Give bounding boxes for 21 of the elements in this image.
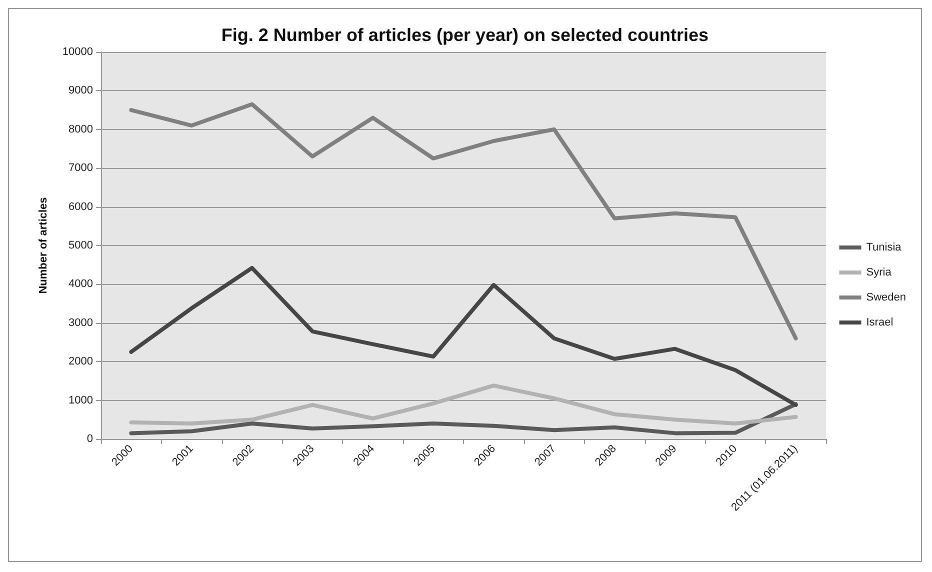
line-series [129, 102, 798, 340]
y-tick-label: 9000 [68, 84, 93, 97]
y-tick-label: 5000 [68, 240, 93, 252]
line-series [129, 384, 798, 426]
chart-title: Fig. 2 Number of articles (per year) on selected countries [221, 25, 709, 45]
line-series [129, 402, 798, 436]
y-tick-label: 2000 [68, 356, 93, 368]
y-tick-label: 8000 [68, 123, 93, 136]
y-tick-label: 3000 [68, 316, 93, 329]
y-tick-label: 7000 [68, 162, 93, 174]
legend-label: Sweden [866, 292, 906, 304]
y-tick-label: 6000 [68, 200, 93, 213]
y-tick-label: 4000 [68, 278, 93, 290]
y-tick-label: 1000 [68, 394, 93, 406]
line-series [129, 266, 798, 407]
legend-label: Syria [866, 266, 892, 278]
legend-label: Tunisia [866, 242, 902, 254]
y-tick-label: 0 [86, 433, 93, 445]
legend-label: Israel [866, 316, 894, 328]
y-tick-label: 10000 [62, 46, 93, 58]
y-axis-title: Number of articles [38, 197, 50, 294]
